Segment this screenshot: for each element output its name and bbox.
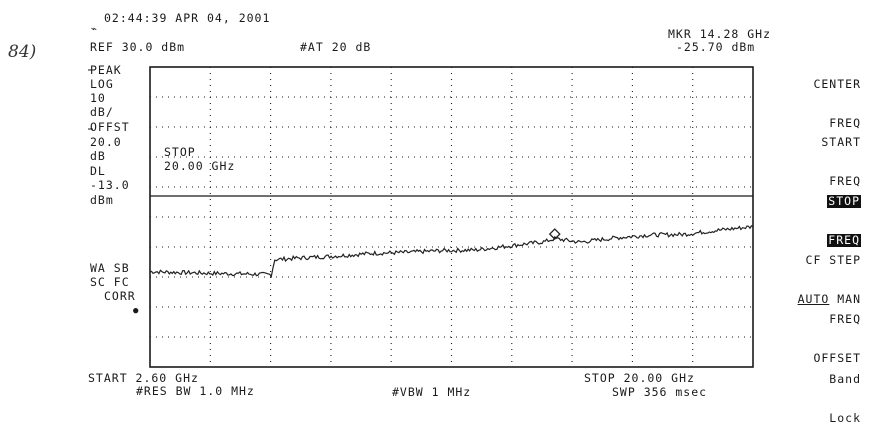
marker-level: -25.70 dBm <box>676 40 756 54</box>
spectrum-trace <box>149 225 754 279</box>
softkey-label: OFFSET <box>813 351 861 365</box>
softkey-band-lock[interactable]: Band Lock <box>829 347 861 438</box>
auto-selected: AUTO <box>797 292 830 306</box>
trace-dot-icon: ● <box>133 306 140 316</box>
timestamp: 02:44:39 APR 04, 2001 <box>104 11 271 25</box>
softkey-label: CF STEP <box>805 253 861 267</box>
softkey-label: Band <box>829 372 861 386</box>
marker-diamond-icon <box>548 228 561 241</box>
video-bandwidth: #VBW 1 MHz <box>392 385 472 399</box>
analyzer-screen <box>88 66 754 368</box>
attenuation: #AT 20 dB <box>300 40 372 54</box>
softkey-label: FREQ <box>829 312 861 326</box>
graticule-grid <box>150 67 753 367</box>
wa-sb-indicator: WA SB <box>90 261 130 275</box>
sc-fc-indicator: SC FC <box>90 275 130 289</box>
display-line-unit: dBm <box>90 193 114 207</box>
corner-tick-marks <box>88 69 93 130</box>
softkey-label: STOP <box>827 194 861 208</box>
offset-value: 20.0 <box>90 135 122 149</box>
scale-type: LOG <box>90 77 114 91</box>
softkey-label: START <box>821 135 861 149</box>
softkey-cf-step[interactable]: CF STEP AUTO MAN <box>798 228 861 319</box>
sweep-time: SWP 356 msec <box>612 385 708 399</box>
entry-value: 20.00 GHz <box>164 159 236 173</box>
resolution-bandwidth: #RES BW 1.0 MHz <box>136 384 255 398</box>
softkey-start-freq[interactable]: START FREQ <box>821 110 861 201</box>
softkey-center-freq[interactable]: CENTER FREQ <box>813 52 861 143</box>
softkey-label: FREQ <box>827 233 861 247</box>
offset-label: OFFST <box>90 120 130 134</box>
start-frequency: START 2.60 GHz <box>88 371 199 385</box>
display-line-label: DL <box>90 164 106 178</box>
stop-frequency: STOP 20.00 GHz <box>584 371 695 385</box>
marker-frequency: MKR 14.28 GHz <box>668 27 772 41</box>
softkey-label-auto-man: AUTO MAN <box>797 292 861 306</box>
detector-mode: PEAK <box>90 63 122 77</box>
scale-value: 10 <box>90 91 106 105</box>
softkey-stop-freq[interactable]: STOP FREQ <box>827 169 861 260</box>
offset-unit: dB <box>90 149 106 163</box>
softkey-freq-offset[interactable]: FREQ OFFSET <box>813 287 861 378</box>
scale-unit: dB/ <box>90 105 114 119</box>
softkey-label: CENTER <box>813 77 861 91</box>
display-line-value: -13.0 <box>90 178 130 192</box>
softkey-label: FREQ <box>829 174 861 188</box>
softkey-label: FREQ <box>829 116 861 130</box>
antenna-icon: ⌁ <box>91 24 99 35</box>
corr-indicator: CORR <box>104 289 136 303</box>
entry-label: STOP <box>164 145 196 159</box>
softkey-label: Lock <box>829 411 861 425</box>
handwritten-note: 84) <box>8 42 37 62</box>
ref-level: REF 30.0 dBm <box>90 40 186 54</box>
